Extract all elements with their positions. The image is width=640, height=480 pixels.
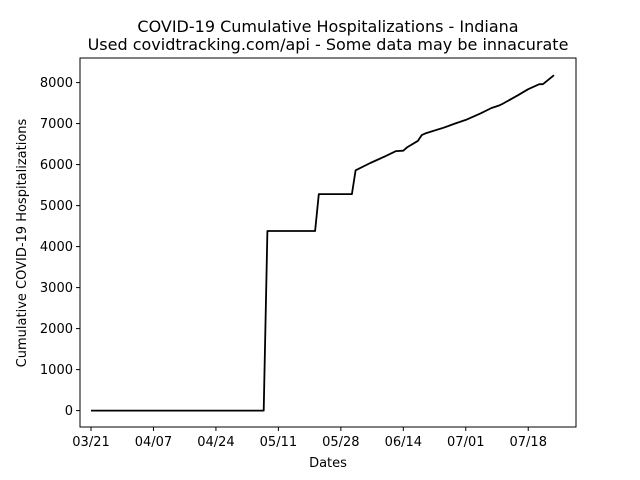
y-tick-label: 0 [65, 404, 73, 419]
axis-ticks: 0 1000 2000 3000 4000 5000 6000 7000 8000 03/21 04… [40, 76, 547, 450]
y-tick-label: 5000 [40, 199, 73, 214]
x-tick-label: 05/11 [260, 435, 297, 450]
x-tick-label: 06/14 [385, 435, 422, 450]
x-tick-label: 07/18 [510, 435, 547, 450]
y-tick-label: 7000 [40, 117, 73, 132]
series-line [91, 74, 555, 412]
x-tick-label: 04/07 [135, 435, 172, 450]
x-tick-label: 03/21 [72, 435, 109, 450]
y-tick-label: 1000 [40, 363, 73, 378]
chart-subtitle: Used covidtracking.com/api - Some data m… [88, 35, 569, 54]
y-tick-label: 2000 [40, 322, 73, 337]
x-axis-label: Dates [309, 456, 347, 471]
y-tick-label: 8000 [40, 76, 73, 91]
plot-area-frame [79, 57, 577, 428]
y-tick-label: 6000 [40, 158, 73, 173]
x-tick-label: 05/28 [322, 435, 359, 450]
x-tick-label: 04/24 [197, 435, 234, 450]
series-layer [91, 74, 555, 412]
y-axis-label: Cumulative COVID-19 Hospitalizations [15, 118, 30, 367]
x-tick-label: 07/01 [447, 435, 484, 450]
y-tick-label: 3000 [40, 281, 73, 296]
chart-title: COVID-19 Cumulative Hospitalizations - I… [137, 17, 518, 36]
y-tick-label: 4000 [40, 240, 73, 255]
